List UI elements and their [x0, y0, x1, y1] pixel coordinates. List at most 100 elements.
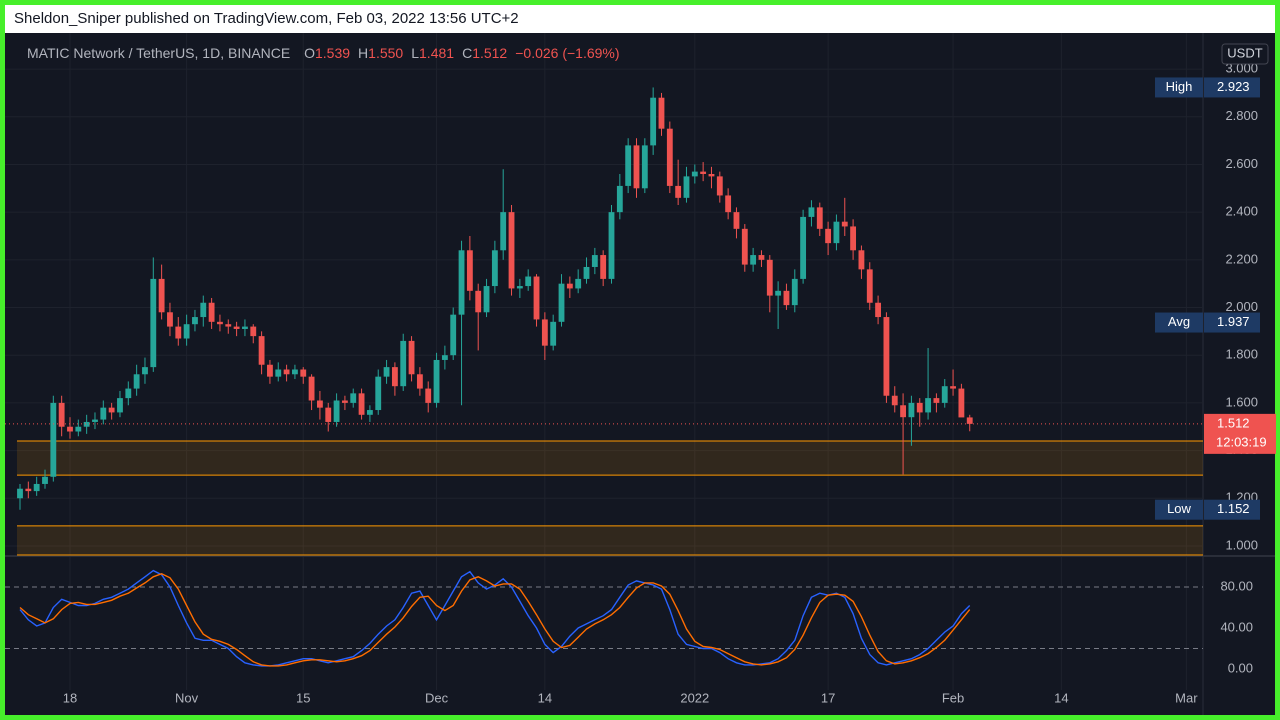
candle-body: [691, 171, 698, 177]
candle-body: [766, 259, 773, 296]
y-tick-label: 0.00: [1228, 660, 1253, 675]
header-text: Sheldon_Sniper published on TradingView.…: [14, 10, 519, 27]
low-label: Low: [1167, 501, 1191, 516]
candle-body: [67, 426, 73, 432]
candle-body: [683, 176, 690, 198]
candle-body: [250, 326, 257, 337]
candle-body: [267, 364, 273, 377]
currency-label: USDT: [1227, 45, 1262, 60]
candle-body: [150, 278, 157, 368]
candle-body: [208, 302, 215, 322]
x-tick-label: Mar: [1175, 690, 1198, 705]
x-tick-label: Feb: [942, 690, 964, 705]
candle-body: [850, 226, 857, 251]
candle-body: [758, 255, 765, 260]
last-price-value: 1.512: [1217, 415, 1250, 430]
stoch-line: [19, 572, 971, 667]
x-tick-label: 17: [821, 690, 835, 705]
zone: [17, 441, 1203, 476]
candle-body: [808, 207, 815, 217]
candle-body: [441, 355, 448, 360]
candle-body: [966, 417, 973, 424]
candle-body: [450, 314, 457, 356]
candle-body: [516, 286, 523, 289]
candle-body: [575, 278, 582, 289]
candle-body: [350, 393, 357, 403]
y-tick-label: 2.400: [1225, 204, 1258, 219]
candle-body: [341, 400, 348, 403]
candle-body: [283, 369, 290, 375]
candle-body: [433, 359, 440, 403]
candle-body: [75, 426, 82, 432]
candle-body: [783, 290, 790, 306]
candle-body: [25, 488, 32, 492]
high-value-box: [1204, 77, 1260, 98]
candle-body: [666, 128, 673, 186]
candle-body: [950, 386, 956, 389]
candle-body: [541, 319, 548, 346]
symbol-title: MATIC Network / TetherUS, 1D, BINANCE: [27, 45, 291, 61]
y-tick-label: 2.600: [1225, 156, 1258, 171]
candle-body: [50, 402, 57, 477]
candle-body: [733, 212, 740, 229]
stoch-line: [19, 569, 971, 667]
legend-key: C: [462, 45, 473, 61]
candle-body: [142, 367, 148, 375]
legend-value: 1.481: [419, 45, 455, 61]
legend-key: H: [358, 45, 369, 61]
countdown: 12:03:19: [1216, 434, 1267, 449]
candle-body: [17, 488, 23, 499]
legend-key: L: [411, 45, 420, 61]
y-tick-label: 40.00: [1220, 619, 1253, 634]
x-tick-label: 15: [296, 690, 310, 705]
y-tick-label: 1.000: [1225, 537, 1258, 552]
candle-body: [258, 336, 265, 365]
candle-body: [316, 400, 323, 408]
candle-body: [925, 398, 931, 413]
candle-body: [466, 250, 473, 291]
candle-body: [33, 483, 40, 492]
candle-body: [133, 374, 140, 389]
legend-key: O: [304, 45, 315, 61]
candle-body: [658, 97, 665, 129]
candle-body: [866, 269, 873, 303]
candle-body: [42, 476, 48, 484]
candle-body: [650, 97, 657, 146]
candle-body: [508, 212, 515, 289]
y-tick-label: 2.000: [1225, 299, 1258, 314]
candle-body: [158, 278, 165, 313]
avg-value: 1.937: [1217, 314, 1250, 329]
candle-body: [475, 290, 482, 313]
y-tick-label: 80.00: [1220, 578, 1253, 593]
candle-body: [900, 405, 907, 418]
y-tick-label: 2.200: [1225, 251, 1258, 266]
y-tick-label: 1.600: [1225, 394, 1258, 409]
candle-body: [92, 419, 98, 422]
candle-body: [908, 402, 915, 418]
candle-body: [591, 255, 598, 267]
candle-body: [675, 185, 682, 198]
x-tick-label: 14: [1054, 690, 1068, 705]
candle-body: [275, 369, 282, 377]
candle-body: [700, 171, 707, 174]
candle-body: [458, 250, 465, 315]
candle-body: [100, 407, 107, 420]
chart-background: [5, 33, 1275, 715]
candle-body: [641, 145, 648, 189]
candle-body: [400, 340, 407, 387]
candle-body: [333, 400, 340, 422]
x-tick-label: 2022: [680, 690, 709, 705]
candle-body: [217, 321, 223, 325]
candle-body: [775, 290, 782, 296]
candle-body: [383, 367, 390, 377]
y-tick-label: 1.800: [1225, 347, 1258, 362]
candle-body: [750, 255, 757, 265]
candle-body: [425, 388, 432, 403]
candle-body: [600, 255, 607, 279]
candle-body: [816, 207, 823, 229]
legend-change: −0.026 (−1.69%): [515, 45, 620, 61]
candle-body: [108, 407, 115, 413]
candle-body: [841, 221, 848, 227]
candle-body: [233, 326, 240, 329]
